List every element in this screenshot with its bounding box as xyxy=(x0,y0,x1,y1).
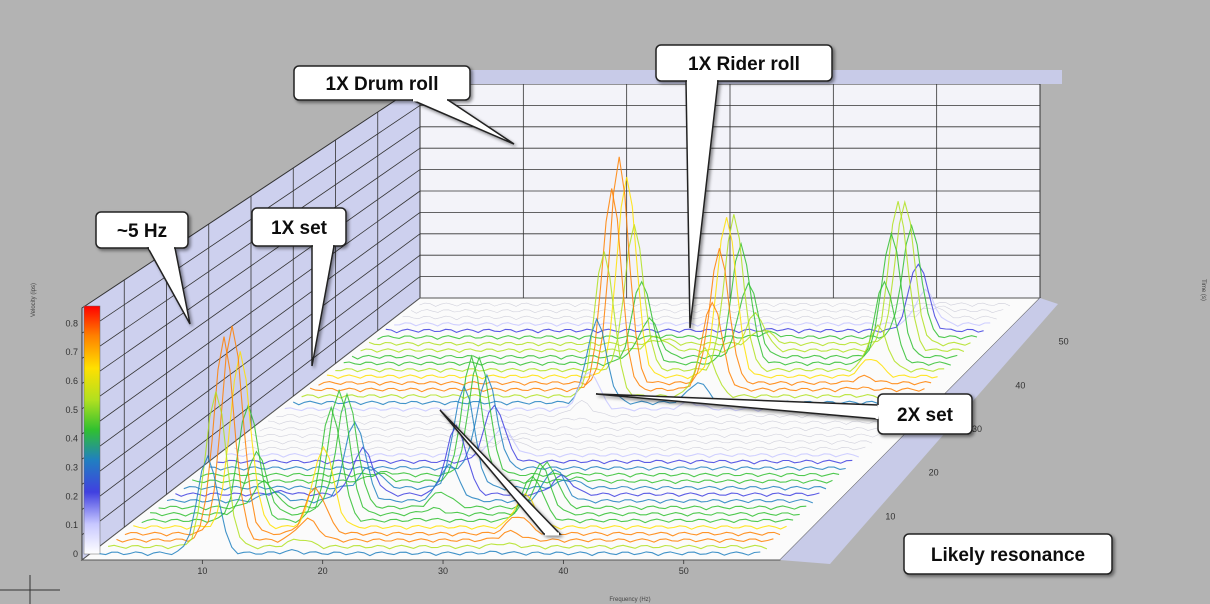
waterfall-trace xyxy=(402,304,997,321)
x-tick-label: 10 xyxy=(197,566,207,576)
callout-box xyxy=(251,207,347,247)
waterfall-trace xyxy=(301,251,919,399)
colorbar-tick-label: 0.2 xyxy=(65,491,78,501)
z-tick-label: 10 xyxy=(885,511,895,521)
annotation-callouts: ~5 Hz 1X set 1X Drum roll 1X Rider roll 2X s… xyxy=(95,44,1113,575)
callout-label: 1X Rider roll xyxy=(688,54,800,75)
waterfall-trace xyxy=(108,391,768,550)
waterfall-trace xyxy=(183,384,827,491)
z-tick-label: 40 xyxy=(1015,380,1025,390)
waterfall-trace xyxy=(234,436,866,452)
waterfall-trace xyxy=(200,356,840,478)
z-tick-label: 30 xyxy=(972,424,982,434)
waterfall-trace xyxy=(242,437,873,445)
colorbar-tick-label: 0.1 xyxy=(65,520,78,530)
colorbar-ticks: 0 0.1 0.2 0.3 0.4 0.5 0.6 0.7 0.8 xyxy=(65,318,78,559)
callout-box xyxy=(903,533,1113,575)
waterfall-trace xyxy=(192,354,833,485)
waterfall-trace xyxy=(116,336,774,544)
waterfall-trace xyxy=(158,392,807,511)
waterfall-trace xyxy=(351,231,958,360)
waterfall-trace xyxy=(150,388,800,517)
callout-label: Likely resonance xyxy=(931,545,1085,566)
colorbar-tick-label: 0.3 xyxy=(65,462,78,472)
callout-5: 2X set xyxy=(595,393,973,435)
waterfall-trace xyxy=(318,156,932,386)
x-axis-title: Frequency (Hz) xyxy=(609,597,650,603)
waterfall-trace xyxy=(335,214,945,373)
callout-4: 1X Rider roll xyxy=(655,44,833,329)
x-axis-ticks: 10 20 30 40 50 xyxy=(197,560,689,576)
x-tick-label: 20 xyxy=(318,566,328,576)
waterfall-trace xyxy=(175,424,820,498)
waterfall-trace xyxy=(267,417,892,425)
waterfall-trace xyxy=(133,351,787,531)
waterfall-trace xyxy=(259,426,886,432)
callout-label: 1X Drum roll xyxy=(326,74,439,95)
z-axis-title: Time (s) xyxy=(1200,279,1206,301)
waterfall-trace xyxy=(217,404,853,465)
waterfall-trace xyxy=(225,425,859,459)
callout-1: ~5 Hz xyxy=(95,211,191,325)
colorbar-tick-label: 0.5 xyxy=(65,405,78,415)
x-tick-label: 30 xyxy=(438,566,448,576)
x-tick-label: 50 xyxy=(679,566,689,576)
waterfall-trace xyxy=(394,288,991,327)
waterfall-trace xyxy=(326,176,938,380)
colorbar-tick-label: 0.4 xyxy=(65,434,78,444)
waterfall-trace xyxy=(309,188,925,393)
callout-label: 2X set xyxy=(897,405,954,426)
colorbar xyxy=(83,305,101,555)
waterfall-trace xyxy=(276,400,899,419)
z-tick-label: 50 xyxy=(1059,337,1069,347)
cursor-mark xyxy=(0,575,60,604)
waterfall-traces xyxy=(99,156,1011,557)
callout-box xyxy=(655,44,833,82)
colorbar-tick-label: 0.7 xyxy=(65,347,78,357)
waterfall-trace xyxy=(343,241,951,367)
callout-box xyxy=(293,65,471,101)
waterfall-trace xyxy=(292,317,912,406)
wall-grid xyxy=(81,84,1040,536)
waterfall-trace xyxy=(360,201,965,354)
z-axis-ticks: 10 20 30 40 50 xyxy=(885,337,1068,522)
y-axis-title: Velocity (ips) xyxy=(31,283,37,317)
callout-box xyxy=(95,211,189,249)
callout-2: 1X set xyxy=(251,207,347,367)
callout-3: 1X Drum roll xyxy=(293,65,515,145)
colorbar-tick-label: 0 xyxy=(73,549,78,559)
colorbar-tick-label: 0.6 xyxy=(65,376,78,386)
waterfall-trace xyxy=(99,454,761,557)
waterfall-trace xyxy=(209,373,846,471)
waterfall-trace xyxy=(124,325,781,537)
x-tick-label: 40 xyxy=(558,566,568,576)
colorbar-tick-label: 0.8 xyxy=(65,318,78,328)
z-tick-label: 20 xyxy=(929,468,939,478)
waterfall-trace xyxy=(141,403,794,524)
callout-label: 1X set xyxy=(271,218,328,239)
callout-label: ~5 Hz xyxy=(117,221,167,242)
waterfall-trace xyxy=(368,200,971,347)
callout-6: Likely resonance xyxy=(439,409,1113,575)
